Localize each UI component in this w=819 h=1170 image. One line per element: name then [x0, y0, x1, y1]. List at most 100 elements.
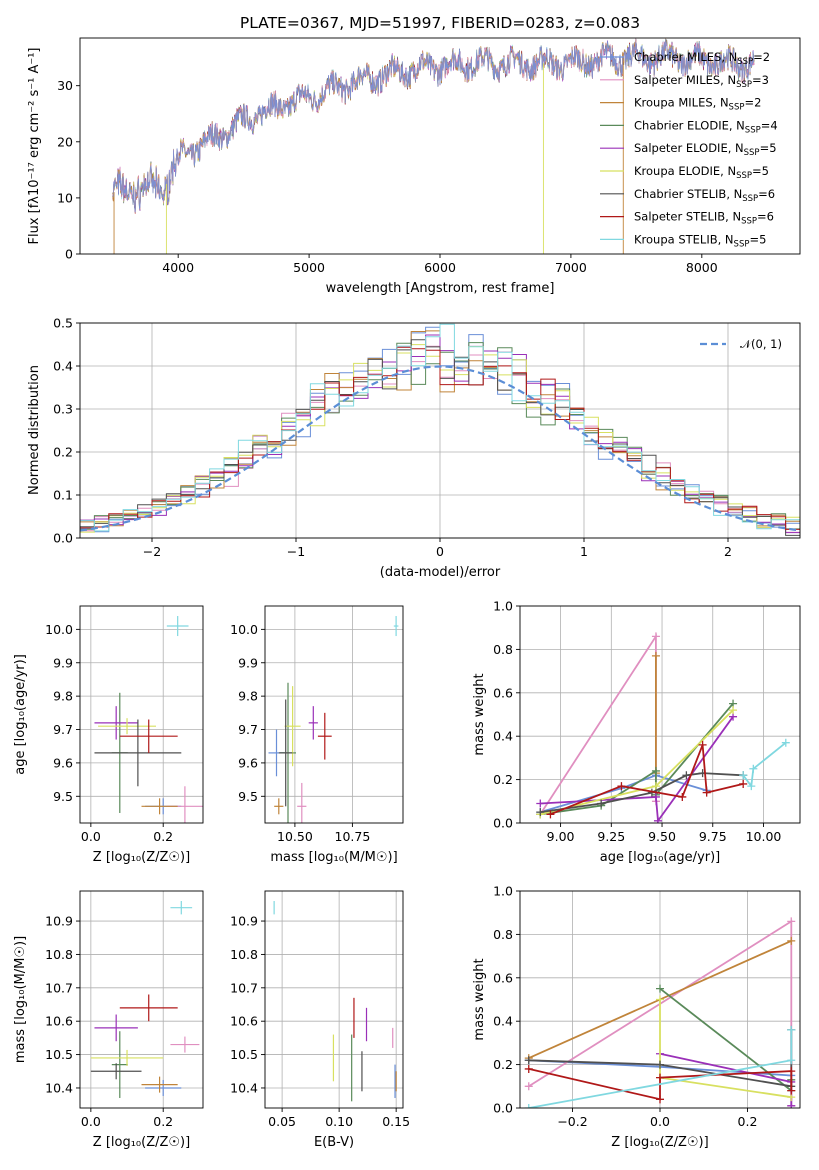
- series-marker-2: [787, 936, 796, 945]
- data-point-6: [278, 699, 293, 807]
- x-tick-label: 0.0: [81, 1114, 101, 1129]
- plot-area: [94, 616, 203, 823]
- y-tick-label: 10: [57, 190, 73, 205]
- series-marker-7: [702, 788, 711, 797]
- y-axis-label: age [log₁₀(age/yr)]: [13, 654, 28, 775]
- x-tick-label: −0.2: [557, 1114, 587, 1129]
- series-marker-3: [651, 766, 660, 775]
- y-tick-label: 0: [65, 247, 73, 262]
- y-tick-label: 0.4: [53, 359, 73, 374]
- legend-entry-label: Salpeter MILES, N: [634, 73, 736, 87]
- y-tick-label: 9.9: [238, 655, 258, 670]
- data-point-7: [119, 719, 178, 753]
- series-marker-8: [781, 738, 790, 747]
- x-axis-label: wavelength [Angstrom, rest frame]: [326, 281, 555, 296]
- x-axis-label: Z [log₁₀(Z/Z☉)]: [93, 850, 190, 865]
- legend-entry-sub: SSP: [729, 103, 745, 113]
- legend-entry: Kroupa MILES, NSSP=2: [634, 96, 761, 113]
- legend-entry: Kroupa STELIB, NSSP=5: [634, 232, 766, 249]
- histogram-step-7: [80, 346, 800, 530]
- y-tick-label: 0.6: [493, 685, 513, 700]
- x-tick-label: 0: [436, 544, 444, 559]
- axes-frame: [79, 322, 801, 539]
- x-tick-label: 0.15: [382, 1114, 410, 1129]
- data-point-0: [145, 1079, 182, 1096]
- series-marker-7: [546, 810, 555, 819]
- series-marker-7: [787, 1086, 796, 1095]
- x-tick-label: 10.00: [746, 829, 782, 844]
- histogram-step-8: [80, 323, 800, 532]
- data-point-5: [284, 686, 301, 767]
- x-tick-label: 9.25: [597, 829, 625, 844]
- data-point-7: [317, 712, 332, 760]
- series-marker-8: [749, 764, 758, 773]
- data-point-6: [90, 1063, 142, 1080]
- x-tick-label: 0.2: [738, 1114, 758, 1129]
- series-marker-7: [617, 782, 626, 791]
- y-axis-label: Flux [fλ10⁻¹⁷ erg cm⁻² s⁻¹ A⁻¹]: [27, 48, 42, 245]
- legend-entry-label: Kroupa ELODIE, N: [634, 164, 736, 178]
- data-point-3: [111, 1031, 128, 1098]
- y-tick-label: 10.7: [230, 980, 258, 995]
- data-point-7: [119, 994, 178, 1022]
- y-tick-label: 10.4: [230, 1080, 258, 1095]
- legend-entry: Salpeter STELIB, NSSP=6: [634, 210, 774, 227]
- x-tick-label: 0.10: [325, 1114, 353, 1129]
- x-tick-label: 0.2: [153, 829, 173, 844]
- y-tick-label: 9.8: [238, 689, 258, 704]
- spectrum-line-0: [112, 39, 755, 213]
- y-axis-label: mass [log₁₀(M/M☉)]: [13, 936, 28, 1063]
- x-tick-label: 10.50: [277, 829, 313, 844]
- y-tick-label: 0.8: [493, 642, 513, 657]
- y-tick-label: 1.0: [493, 884, 513, 899]
- y-tick-label: 0.4: [493, 729, 513, 744]
- legend-entry-label: Kroupa MILES, N: [634, 96, 729, 110]
- axes-frame: [79, 605, 204, 824]
- x-tick-label: 0.0: [81, 829, 101, 844]
- y-tick-label: 0.6: [493, 970, 513, 985]
- figure-title: PLATE=0367, MJD=51997, FIBERID=0283, z=0…: [240, 14, 640, 32]
- legend-entry-suffix: =6: [757, 210, 774, 224]
- series-marker-7: [656, 1095, 664, 1104]
- y-tick-label: 0.0: [493, 1101, 513, 1116]
- axes-frame: [79, 890, 204, 1109]
- legend-entry-suffix: =2: [744, 96, 761, 110]
- legend-entry-suffix: =5: [760, 141, 777, 155]
- series-marker-7: [678, 792, 687, 801]
- y-tick-label: 10.9: [230, 914, 258, 929]
- series-marker-1: [787, 917, 796, 926]
- legend-entry-sub: SSP: [734, 239, 750, 249]
- data-point-4: [94, 706, 138, 740]
- legend-entry: Chabrier STELIB, NSSP=6: [634, 187, 775, 204]
- y-tick-label: 10.6: [230, 1014, 258, 1029]
- y-tick-label: 20: [57, 134, 73, 149]
- legend-entry-sub: SSP: [736, 171, 752, 181]
- x-tick-label: 4000: [162, 260, 194, 275]
- series-marker-5: [729, 706, 738, 715]
- legend-entry-sub: SSP: [744, 148, 760, 158]
- legend-entry-label: Salpeter STELIB, N: [634, 210, 741, 224]
- legend-entry: Chabrier ELODIE, NSSP=4: [634, 118, 778, 135]
- legend-entry-suffix: =2: [753, 50, 770, 64]
- series-marker-4: [651, 792, 660, 801]
- plot-area: [273, 901, 397, 1102]
- y-tick-label: 0.2: [53, 445, 73, 460]
- data-point-6: [94, 719, 182, 787]
- plot-area: [80, 323, 800, 536]
- normal-curve: [80, 365, 800, 532]
- y-tick-label: 9.8: [53, 689, 73, 704]
- y-tick-label: 10.7: [45, 980, 73, 995]
- y-tick-label: 10.4: [45, 1080, 73, 1095]
- series-marker-8: [747, 782, 756, 791]
- series-marker-5: [651, 782, 660, 791]
- plot-area: [524, 917, 796, 1108]
- y-axis-label: mass weight: [472, 673, 487, 755]
- series-marker-6: [524, 1056, 533, 1065]
- x-tick-label: 0.05: [268, 1114, 296, 1129]
- series-marker-8: [739, 771, 748, 780]
- y-tick-label: 0.3: [53, 402, 73, 417]
- y-tick-label: 9.7: [238, 722, 258, 737]
- data-point-8: [166, 616, 189, 637]
- panel-age-vs-mass: 10.50 10.75 9.5 9.6 9.7 9.8 9.9 10.0 mass [log₁₀…: [230, 605, 404, 865]
